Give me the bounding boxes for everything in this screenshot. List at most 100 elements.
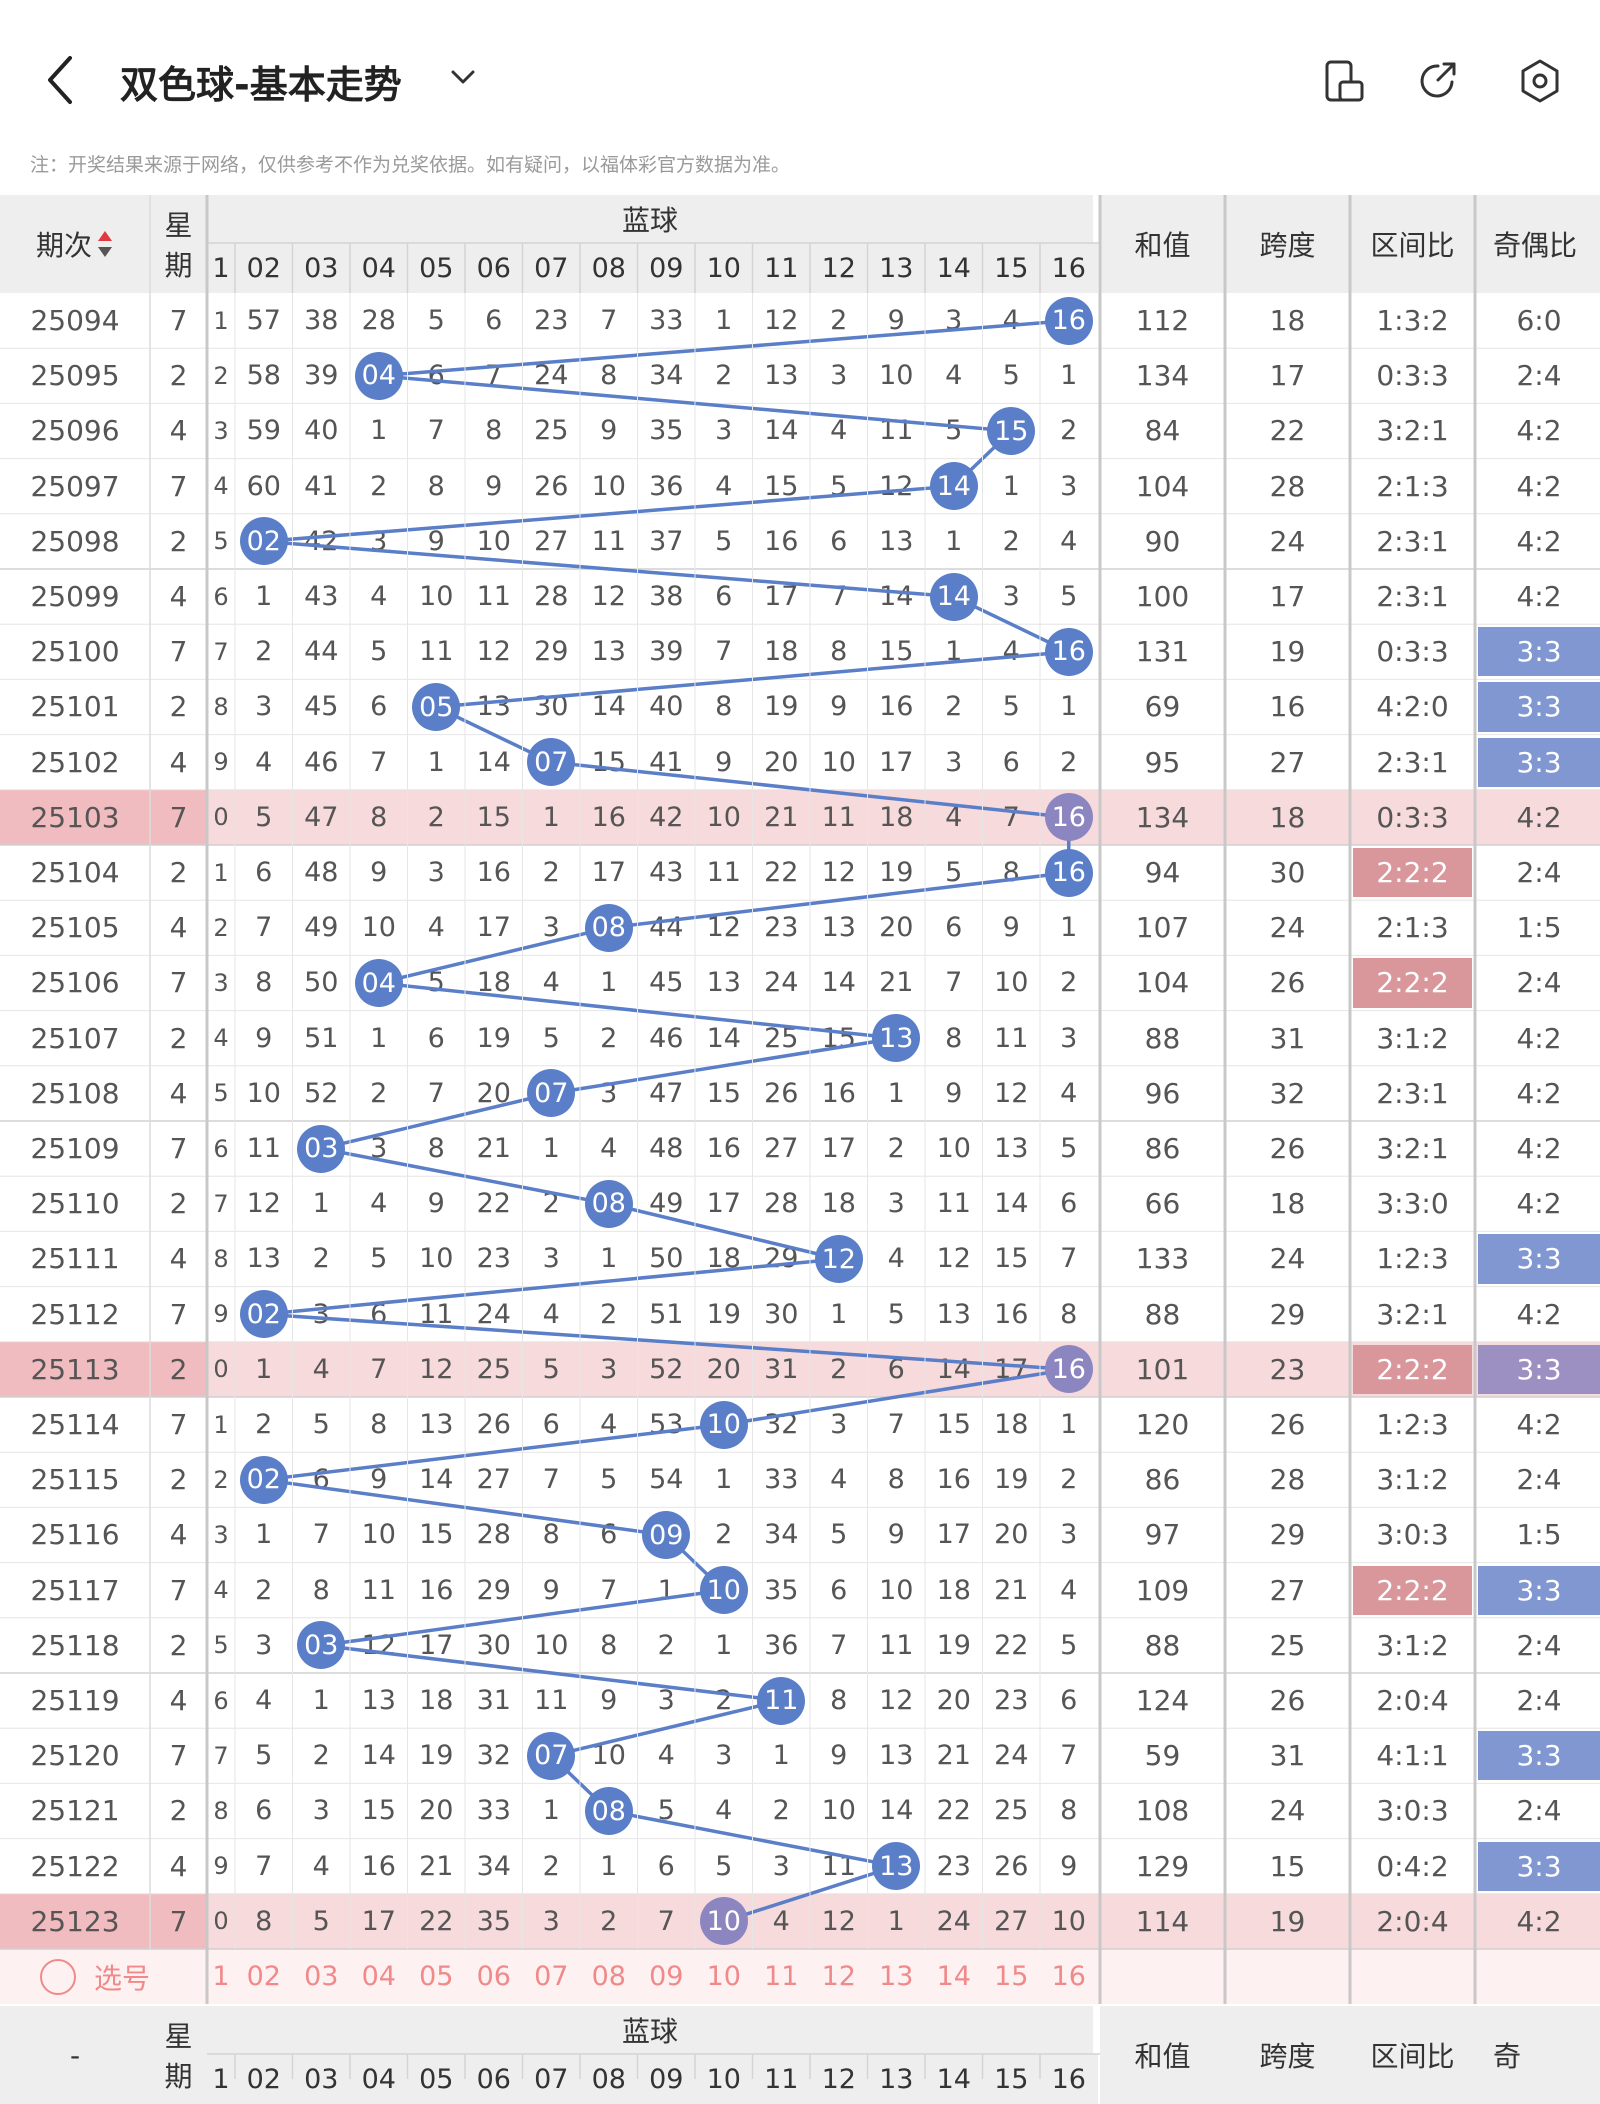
sort-icon[interactable] (96, 229, 114, 259)
main-blue-col-16: 16 (1040, 243, 1098, 293)
rotate-screen-icon[interactable] (1318, 56, 1368, 106)
miss-count-cell: 16 (591, 801, 626, 833)
miss-count-cell: 15 (936, 1409, 971, 1441)
select-number-08[interactable]: 08 (591, 1961, 626, 1992)
miss-count-cell: 3 (1060, 1022, 1078, 1054)
sum-cell: 101 (1135, 1352, 1190, 1386)
miss-count-cell: 1 (600, 1243, 618, 1275)
miss-count-cell: 7 (255, 912, 273, 944)
select-number-02[interactable]: 02 (246, 1961, 281, 1992)
miss-count-cell: 48 (304, 857, 339, 889)
miss-count-cell: 10 (821, 1795, 856, 1827)
chevron-down-icon[interactable] (448, 62, 478, 92)
sum-cell: 88 (1144, 1021, 1181, 1055)
zone-ratio-cell: 4:1:1 (1376, 1739, 1449, 1773)
select-number-09[interactable]: 09 (649, 1961, 684, 1992)
miss-count-cell: 10 (879, 1574, 914, 1606)
miss-count-cell: 28 (361, 305, 396, 337)
weekday-cell: 7 (169, 1132, 188, 1166)
miss-count-cell: 18 (994, 1409, 1029, 1441)
sum-cell: 88 (1144, 1628, 1181, 1662)
select-number-button[interactable]: 选号 (40, 1949, 190, 2004)
miss-count-cell: 3 (600, 1353, 618, 1385)
zone-ratio-cell: 2:1:3 (1376, 469, 1449, 503)
footer-sum-header: 和值 (1100, 2006, 1225, 2104)
select-number-05[interactable]: 05 (419, 1961, 454, 1992)
miss-count-cell: 2 (1060, 967, 1078, 999)
span-cell: 19 (1269, 1904, 1306, 1938)
period-cell: 25123 (30, 1904, 120, 1938)
miss-count-cell: 19 (476, 1022, 511, 1054)
weekday-cell: 4 (169, 414, 188, 448)
miss-count-cell: 24 (476, 1298, 511, 1330)
share-icon[interactable] (1414, 56, 1464, 106)
odd-even-cell: 4:2 (1516, 1408, 1562, 1442)
miss-count-cell: 8 (485, 415, 503, 447)
miss-count-cell: 52 (304, 1077, 339, 1109)
miss-count-cell: 54 (649, 1464, 684, 1496)
select-number-13[interactable]: 13 (879, 1961, 914, 1992)
footer-blue-col-08: 08 (580, 2054, 638, 2104)
footer-blue-col-06: 06 (465, 2054, 523, 2104)
footer-weekday-header: 星期 (150, 2006, 207, 2104)
odd-even-cell: 2:4 (1516, 966, 1562, 1000)
select-number-06[interactable]: 06 (476, 1961, 511, 1992)
select-number-14[interactable]: 14 (936, 1961, 971, 1992)
miss-count-cell: 8 (255, 1905, 273, 1937)
select-number-04[interactable]: 04 (361, 1961, 396, 1992)
footer-blue-col-12: 12 (810, 2054, 868, 2104)
miss-count-cell: 15 (764, 470, 799, 502)
span-cell: 26 (1269, 1132, 1306, 1166)
miss-count-cell: 1 (1002, 470, 1020, 502)
zone-ratio-cell: 2:2:2 (1353, 958, 1472, 1008)
zone-ratio-cell: 0:4:2 (1376, 1849, 1449, 1883)
span-cell: 28 (1269, 469, 1306, 503)
select-number-1[interactable]: 1 (212, 1961, 230, 1992)
miss-count-cell: 14 (821, 967, 856, 999)
footer-blue-col-05: 05 (407, 2054, 465, 2104)
period-cell: 25102 (30, 745, 120, 779)
miss-count-cell: 4 (830, 1464, 848, 1496)
miss-count-cell: 33 (649, 305, 684, 337)
miss-count-cell: 4 (945, 360, 963, 392)
blue-ball-hit: 08 (584, 1179, 633, 1228)
miss-count-cell: 23 (476, 1243, 511, 1275)
miss-count-cell: 59 (246, 415, 281, 447)
blue-ball-hit: 04 (354, 351, 403, 400)
blue-ball-hit: 04 (354, 959, 403, 1007)
select-number-11[interactable]: 11 (764, 1961, 799, 1992)
select-number-07[interactable]: 07 (534, 1961, 569, 1992)
miss-count-cell: 2 (255, 1409, 273, 1441)
radio-circle-icon[interactable] (40, 1958, 76, 1995)
weekday-header-text: 星 (164, 2020, 193, 2053)
weekday-header-text: 期 (164, 249, 193, 282)
period-cell: 25117 (30, 1573, 120, 1607)
miss-count-cell: 3 (1060, 470, 1078, 502)
settings-icon[interactable] (1515, 56, 1565, 106)
miss-count-cell: 2 (213, 1465, 229, 1494)
select-number-12[interactable]: 12 (821, 1961, 856, 1992)
footer-blue-col-04: 04 (350, 2054, 408, 2104)
select-number-03[interactable]: 03 (304, 1961, 339, 1992)
span-cell: 22 (1269, 414, 1306, 448)
main-blue-col-14: 14 (925, 243, 983, 293)
miss-count-cell: 7 (657, 1905, 675, 1937)
miss-count-cell: 47 (649, 1077, 684, 1109)
select-number-16[interactable]: 16 (1051, 1961, 1086, 1992)
miss-count-cell: 3 (213, 1520, 229, 1549)
miss-count-cell: 51 (304, 1022, 339, 1054)
chevron-left-icon[interactable] (40, 52, 84, 108)
miss-count-cell: 45 (304, 691, 339, 723)
miss-count-cell: 23 (534, 305, 569, 337)
miss-count-cell: 39 (304, 360, 339, 392)
miss-count-cell: 15 (591, 746, 626, 778)
span-cell: 29 (1269, 1297, 1306, 1331)
miss-count-cell: 4 (213, 1576, 229, 1605)
miss-count-cell: 2 (255, 1574, 273, 1606)
main-period-header[interactable]: 期次 (0, 195, 150, 293)
miss-count-cell: 5 (600, 1464, 618, 1496)
select-number-10[interactable]: 10 (706, 1961, 741, 1992)
miss-count-cell: 7 (542, 1464, 560, 1496)
sum-cell: 59 (1144, 1739, 1181, 1773)
select-number-15[interactable]: 15 (994, 1961, 1029, 1992)
